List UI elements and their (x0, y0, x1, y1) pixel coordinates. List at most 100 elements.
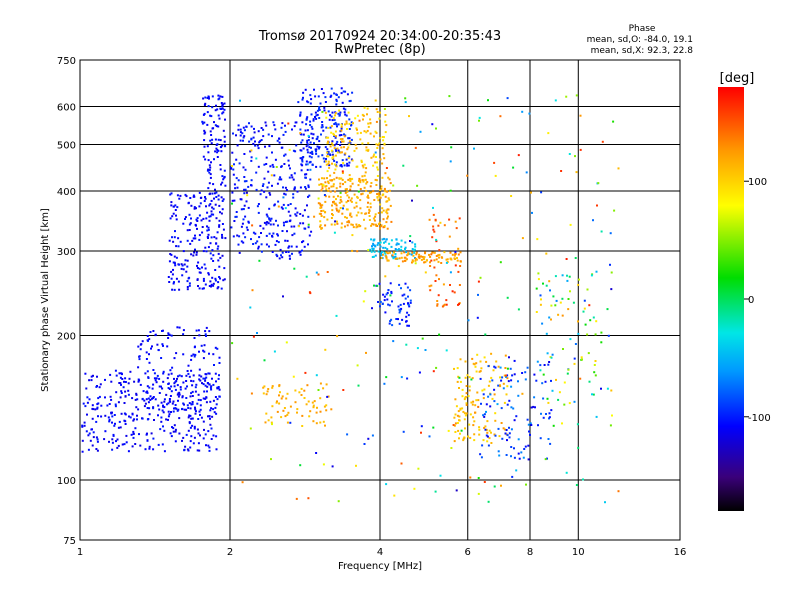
data-point (239, 99, 241, 102)
data-point (293, 232, 296, 235)
data-point (341, 172, 344, 174)
data-point (204, 379, 207, 382)
data-point (169, 400, 172, 403)
data-point (266, 215, 269, 218)
data-point (306, 116, 309, 119)
data-point (265, 243, 268, 246)
data-point (323, 405, 326, 408)
data-point (400, 376, 403, 379)
data-point (81, 439, 84, 442)
data-point (561, 314, 564, 317)
data-point (271, 251, 274, 253)
data-point (216, 398, 219, 401)
data-point (224, 118, 226, 121)
data-point (186, 239, 189, 242)
data-point (173, 377, 175, 380)
data-point (349, 185, 352, 188)
data-point (146, 370, 149, 373)
data-point (379, 245, 382, 248)
data-point (128, 415, 130, 418)
data-point (188, 223, 191, 226)
data-point (345, 158, 348, 161)
data-point (332, 183, 335, 186)
data-point (189, 426, 192, 429)
y-tick-label: 400 (57, 187, 76, 198)
data-point (210, 161, 212, 164)
data-point (284, 124, 286, 127)
data-point (161, 409, 164, 412)
data-point (578, 278, 580, 281)
data-point (120, 390, 123, 393)
data-point (369, 132, 372, 135)
data-point (530, 424, 533, 426)
data-point (334, 220, 337, 223)
data-point (243, 176, 246, 178)
data-point (415, 251, 418, 254)
data-point (334, 154, 337, 157)
data-point (138, 355, 141, 358)
data-point (579, 377, 582, 380)
data-point (213, 364, 215, 366)
data-point (242, 139, 244, 142)
data-point (456, 380, 459, 383)
data-point (146, 439, 149, 442)
data-point (160, 401, 163, 404)
data-point (384, 195, 387, 198)
data-point (483, 356, 486, 359)
data-point (172, 427, 175, 430)
data-point (104, 378, 106, 381)
data-point (149, 331, 152, 333)
data-point (430, 284, 433, 287)
data-point (162, 404, 164, 407)
data-point (206, 382, 209, 384)
data-point (214, 203, 217, 206)
data-point (242, 136, 245, 139)
data-point (167, 332, 170, 335)
data-point (213, 236, 216, 239)
data-point (359, 207, 362, 210)
data-point (374, 215, 377, 218)
data-point (148, 353, 150, 356)
data-point (370, 191, 373, 194)
data-point (317, 197, 320, 200)
data-point (262, 227, 265, 230)
data-point (214, 124, 217, 127)
data-point (342, 140, 345, 143)
data-point (326, 155, 329, 158)
data-point (385, 251, 388, 254)
data-point (325, 188, 328, 191)
data-point (353, 206, 356, 209)
data-point (487, 444, 490, 447)
data-point (339, 185, 342, 188)
data-point (459, 432, 461, 435)
data-point (213, 121, 215, 124)
data-point (208, 169, 211, 171)
data-point (249, 306, 252, 309)
data-point (152, 330, 155, 332)
data-point (477, 399, 480, 402)
data-point (334, 121, 337, 124)
data-point (309, 94, 312, 97)
data-point (171, 273, 174, 276)
data-point (209, 166, 212, 169)
data-point (143, 399, 146, 402)
data-point (237, 128, 240, 131)
data-point (344, 181, 347, 184)
data-point (157, 349, 160, 352)
data-point (205, 335, 207, 337)
data-point (511, 374, 514, 377)
data-point (172, 205, 175, 208)
data-point (190, 403, 193, 406)
data-point (282, 186, 284, 189)
data-point (177, 245, 180, 248)
data-point (304, 176, 307, 179)
data-point (204, 197, 207, 200)
data-point (218, 224, 221, 227)
data-point (487, 500, 490, 503)
data-point (147, 401, 150, 404)
data-point (159, 428, 162, 431)
data-point (211, 377, 213, 380)
data-point (202, 357, 205, 360)
data-point (184, 259, 187, 262)
data-point (223, 108, 226, 111)
